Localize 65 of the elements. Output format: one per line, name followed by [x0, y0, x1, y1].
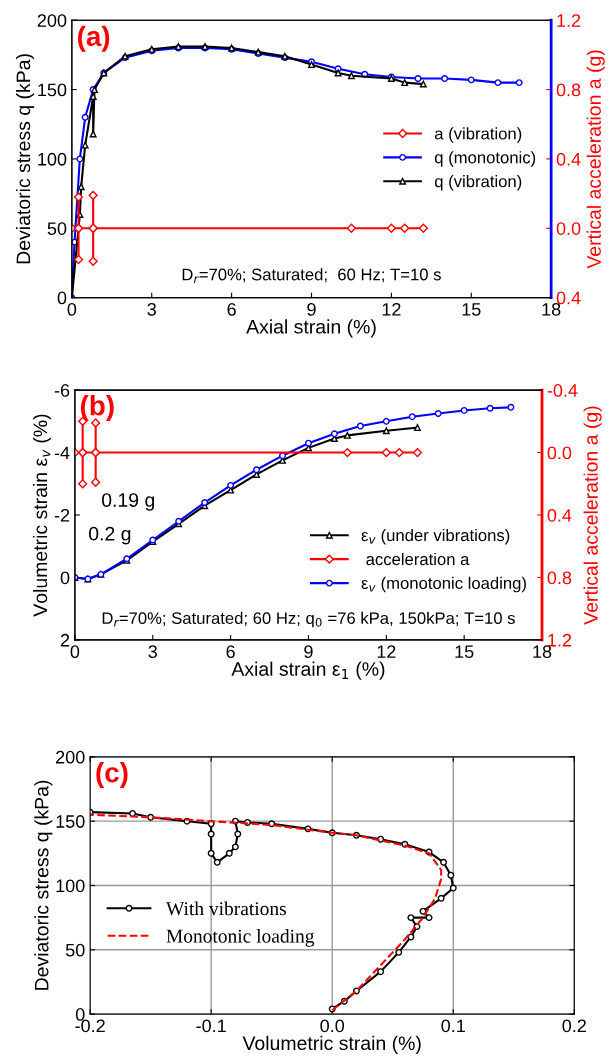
annotation: D$_{r}$=70%; Saturated; 60 Hz; T=10 s	[182, 268, 441, 283]
y2-tick-label: 1.2	[548, 633, 572, 647]
y-tick-label: 150	[56, 815, 85, 828]
legend-label: q (vibration)	[434, 175, 522, 191]
annotation: 0.19 g	[101, 493, 155, 511]
y-tick-label: 200	[56, 750, 85, 764]
legend-label: With vibrations	[165, 901, 286, 916]
x-tick-label: 18	[533, 645, 552, 659]
y-tick-label: 0	[57, 291, 67, 305]
y2-tick-label: 0.4	[556, 291, 581, 305]
x-tick-label: 9	[304, 645, 313, 659]
legend-label: q (monotonic)	[434, 151, 536, 167]
y2-tick-label: 0.0	[547, 446, 572, 460]
y2-axis-title: Vertical acceleration a (g)	[583, 406, 602, 625]
x-tick-label: -0.1	[196, 1019, 226, 1033]
x-tick-label: 15	[455, 645, 474, 659]
y-axis-title: Volumetric strain ε$_{v}$ (%)	[32, 414, 52, 617]
x-tick-label: 0.1	[441, 1019, 465, 1033]
x-tick-label: 6	[227, 302, 236, 316]
y-tick-label: -4	[54, 446, 70, 460]
y2-tick-label: 0.8	[556, 83, 581, 97]
x-tick-label: 12	[377, 645, 396, 658]
y2-tick-label: 0.4	[547, 508, 572, 522]
x-axis-title: Axial strain (%)	[246, 319, 376, 338]
y2-tick-label: 0.0	[556, 222, 581, 235]
y-tick-label: 0	[75, 1008, 85, 1021]
y-tick-label: 50	[65, 943, 85, 957]
x-tick-label: 18	[542, 302, 561, 316]
annotation: (a)	[78, 25, 110, 52]
x-tick-label: 3	[147, 302, 156, 316]
y-tick-label: 2	[60, 633, 70, 647]
y-tick-label: 50	[47, 222, 67, 235]
x-tick-label: 12	[382, 302, 401, 316]
y-tick-label: 100	[38, 152, 67, 166]
x-tick-label: -0.2	[75, 1019, 105, 1033]
y2-tick-label: -0.4	[547, 384, 578, 397]
x-axis-title: Volumetric strain (%)	[242, 1035, 421, 1054]
annotation: 0.2 g	[89, 526, 131, 545]
x-axis-title: Axial strain ε$_{1}$ (%)	[231, 661, 385, 680]
legend-label: a (vibration)	[434, 127, 522, 143]
y-tick-label: -6	[54, 384, 70, 397]
annotation: (b)	[80, 395, 114, 422]
x-tick-label: 0.2	[562, 1019, 586, 1033]
x-tick-label: 6	[226, 645, 235, 659]
legend-label: acceleration a	[366, 552, 470, 566]
x-tick-label: 3	[148, 645, 157, 659]
x-tick-label: 0.0	[320, 1019, 345, 1033]
y-axis-title: Deviatoric stress q (kPa)	[15, 54, 35, 264]
legend-label: Monotonic loading	[166, 929, 315, 947]
y2-tick-label: 0.8	[547, 571, 572, 585]
y2-tick-label: 0.4	[556, 152, 581, 166]
y-tick-label: 100	[56, 879, 85, 893]
y2-axis-title: Vertical acceleration a (g)	[586, 50, 605, 269]
x-tick-label: 9	[307, 302, 316, 316]
y-axis-title: Deviatoric stress q (kPa)	[34, 780, 53, 990]
annotation: (c)	[96, 762, 128, 788]
y2-tick-label: 1.2	[557, 14, 581, 27]
legend-label: ε$_{v}$ (under vibrations)	[361, 528, 510, 545]
y-tick-label: -2	[54, 508, 70, 522]
y-tick-label: 150	[38, 83, 67, 97]
x-tick-label: 15	[462, 303, 481, 316]
y-tick-label: 0	[60, 571, 70, 585]
legend-label: ε$_{v}$ (monotonic loading)	[361, 576, 526, 593]
y-tick-label: 200	[37, 14, 67, 27]
annotation: D$_{r}$=70%; Saturated; 60 Hz; q$_{0}$ =76 kPa, 150kPa; T=10 s	[102, 611, 515, 628]
